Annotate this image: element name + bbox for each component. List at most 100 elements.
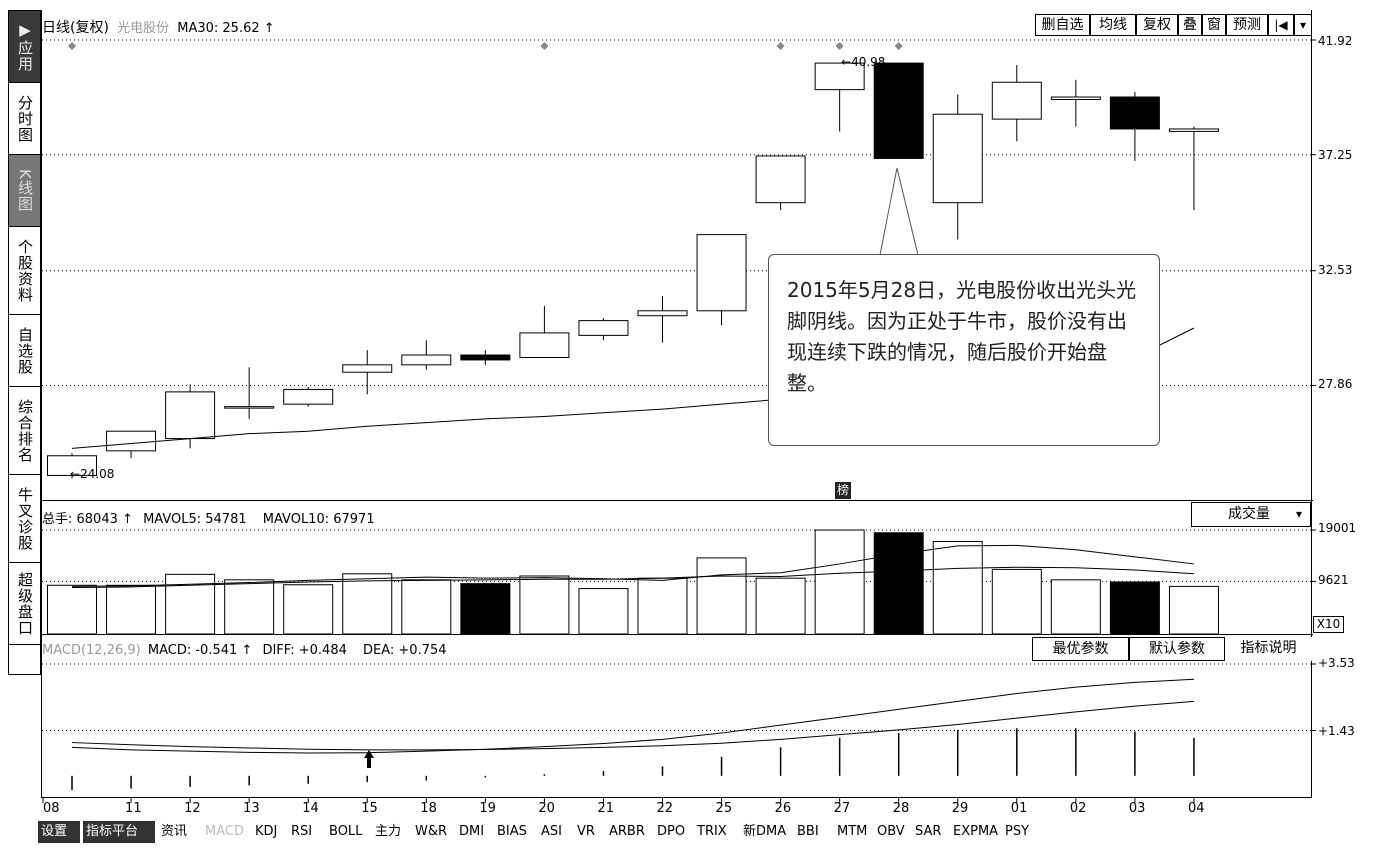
indicator-tab[interactable]: 指标平台: [83, 821, 155, 843]
high-price-label: 40.98: [851, 55, 886, 69]
cursor-arrow-icon: [364, 750, 374, 768]
nav-item-2[interactable]: K线图: [9, 155, 40, 227]
candle-body: [578, 320, 629, 336]
price-axis-label: 37.25: [1318, 148, 1353, 162]
toolbar-dropdown-icon[interactable]: ▾: [1294, 14, 1312, 36]
indicator-tab[interactable]: 资讯: [161, 824, 188, 839]
date-label: 19: [479, 801, 496, 816]
volume-bar: [1168, 585, 1219, 635]
default-params-button[interactable]: 默认参数: [1129, 637, 1225, 661]
volume-bar: [578, 588, 629, 635]
dea-value: DEA: +0.754: [363, 643, 447, 658]
delete-watchlist-button[interactable]: 删自选: [1035, 14, 1090, 36]
indicator-tab[interactable]: DPO: [657, 824, 686, 839]
date-label: 21: [597, 801, 614, 816]
nav-item-4[interactable]: 自选股: [9, 315, 40, 387]
candle-body: [165, 391, 216, 440]
low-price-annotation: ←24.08: [70, 467, 114, 481]
indicator-tab[interactable]: BIAS: [497, 824, 527, 839]
indicator-tab[interactable]: 主力: [375, 824, 402, 839]
candle-body: [224, 406, 275, 409]
candle-body: [637, 310, 688, 317]
nav-item-6[interactable]: 牛叉诊股: [9, 475, 40, 563]
candle-body: [283, 388, 334, 405]
volume-bar: [755, 577, 806, 635]
indicator-selector[interactable]: 成交量 ▾: [1191, 502, 1311, 527]
mavol10-line: [71, 566, 1194, 588]
moving-average-button[interactable]: 均线: [1090, 14, 1136, 36]
indicator-tab[interactable]: ARBR: [609, 824, 645, 839]
date-label: 20: [538, 801, 555, 816]
nav-item-3[interactable]: 个股资料: [9, 227, 40, 315]
indicator-tab[interactable]: MTM: [837, 824, 868, 839]
dea-line: [71, 700, 1194, 751]
side-navigation: ▶应用 分时图 K线图 个股资料 自选股 综合排名 牛叉诊股 超级盘口: [8, 10, 41, 675]
rank-marker[interactable]: 榜: [835, 482, 851, 499]
indicator-tab[interactable]: 新DMA: [743, 824, 787, 839]
candle-body: [519, 332, 570, 358]
candle-body: [991, 81, 1042, 120]
candle-body: [460, 354, 511, 361]
left-arrow-icon: ←: [70, 467, 81, 481]
indicator-tab[interactable]: KDJ: [255, 824, 278, 839]
volume-bar: [696, 557, 747, 635]
indicator-tab[interactable]: PSY: [1005, 824, 1030, 839]
overlay-button[interactable]: 叠: [1178, 14, 1202, 36]
macd-params: MACD(12,26,9): [42, 643, 141, 658]
volume-header: 总手: 68043 ↑ MAVOL5: 54781 MAVOL10: 67971: [42, 508, 375, 527]
date-label: 29: [951, 801, 969, 816]
macd-value: MACD: -0.541: [147, 643, 238, 658]
volume-axis-label: 19001: [1318, 521, 1357, 535]
price-adjust-button[interactable]: 复权: [1136, 14, 1178, 36]
annotation-callout: 2015年5月28日，光电股份收出光头光脚阴线。因为正处于牛市，股价没有出现连续…: [768, 254, 1160, 446]
indicator-tab[interactable]: MACD: [205, 824, 244, 839]
indicator-tab[interactable]: EXPMA: [953, 824, 999, 839]
callout-text: 2015年5月28日，光电股份收出光头光脚阴线。因为正处于牛市，股价没有出现连续…: [787, 278, 1137, 395]
volume-bar: [519, 575, 570, 635]
date-label: 25: [715, 801, 733, 816]
event-marker-icon: [776, 42, 785, 50]
mavol5-line: [71, 544, 1195, 587]
date-label: 15: [361, 801, 378, 816]
first-page-icon[interactable]: |◀: [1268, 14, 1294, 36]
indicator-tab[interactable]: RSI: [291, 824, 313, 839]
ma30-value: MA30: 25.62: [177, 21, 260, 36]
indicator-tab[interactable]: ASI: [541, 824, 562, 839]
mavol5-value: MAVOL5: 54781: [143, 512, 247, 527]
nav-item-1[interactable]: 分时图: [9, 83, 40, 155]
indicator-tab[interactable]: 设置: [38, 821, 80, 843]
price-axis-label: 27.86: [1318, 377, 1353, 391]
indicator-tab[interactable]: W&R: [415, 824, 448, 839]
indicator-tab[interactable]: BOLL: [329, 824, 363, 839]
nav-item-0[interactable]: ▶应用: [9, 11, 40, 83]
indicator-tab[interactable]: BBI: [797, 824, 819, 839]
indicator-explain-button[interactable]: 指标说明: [1225, 637, 1312, 661]
diff-value: DIFF: +0.484: [262, 643, 347, 658]
indicator-tab[interactable]: TRIX: [697, 824, 727, 839]
date-label: 18: [420, 801, 437, 816]
best-params-button[interactable]: 最优参数: [1032, 637, 1129, 661]
left-arrow-icon: ←: [841, 55, 852, 69]
nav-item-7[interactable]: 超级盘口: [9, 563, 40, 645]
indicator-tab[interactable]: DMI: [459, 824, 485, 839]
candle-body: [1050, 96, 1101, 100]
candle-body: [873, 62, 924, 159]
candle-body: [755, 155, 806, 204]
macd-axis-label: +1.43: [1318, 724, 1355, 738]
volume-bar: [401, 579, 452, 635]
nav-item-5[interactable]: 综合排名: [9, 387, 40, 475]
indicator-tab[interactable]: SAR: [915, 824, 942, 839]
indicator-tab[interactable]: VR: [577, 824, 595, 839]
volume-bar: [637, 577, 688, 635]
forecast-button[interactable]: 预测: [1226, 14, 1268, 36]
date-label: 27: [833, 801, 851, 816]
candle-body: [696, 234, 747, 312]
volume-bar: [224, 579, 275, 635]
chart-title: 日线(复权): [42, 20, 109, 36]
window-button[interactable]: 窗: [1202, 14, 1226, 36]
indicator-tab[interactable]: OBV: [877, 824, 905, 839]
high-price-annotation: ←40.98: [841, 55, 885, 69]
candle-body: [1168, 128, 1219, 132]
event-marker-icon: [835, 42, 844, 50]
volume-arrow-icon: ↑: [122, 512, 133, 527]
